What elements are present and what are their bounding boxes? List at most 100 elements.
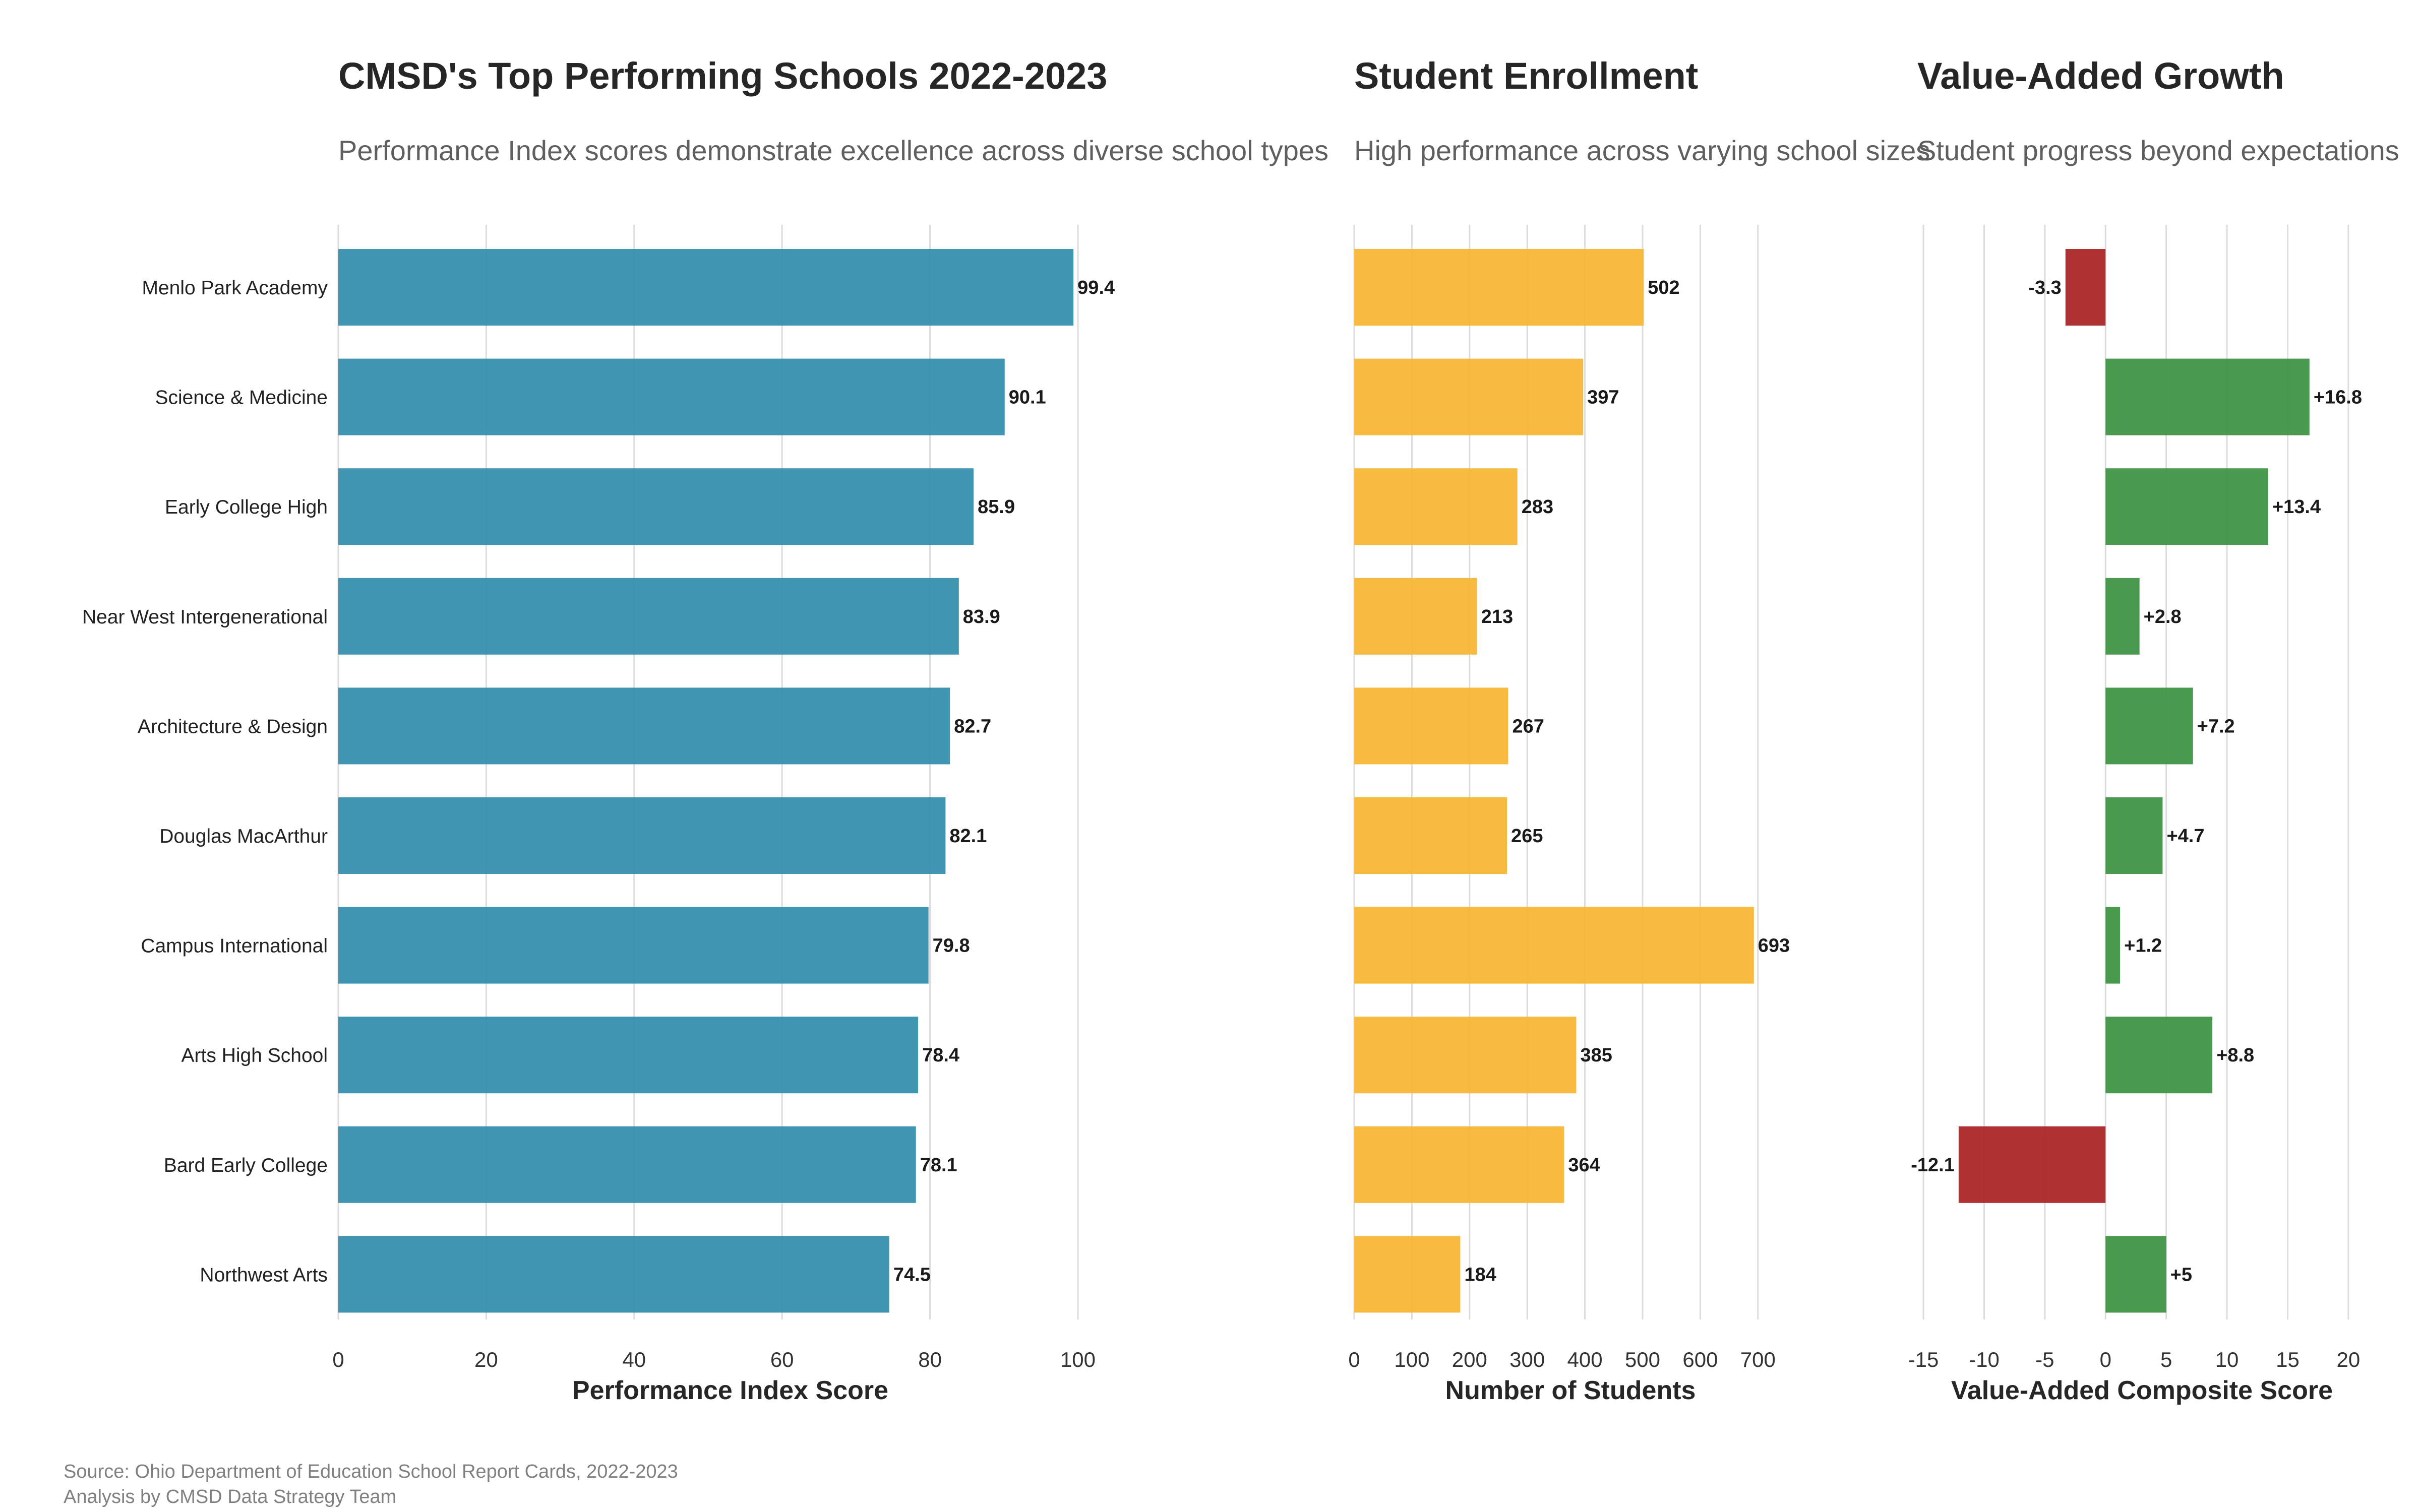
bar <box>1354 797 1507 874</box>
x-tick-label: 5 <box>2160 1348 2172 1371</box>
bar <box>2105 1236 2166 1313</box>
category-label: Early College High <box>165 496 328 518</box>
bar <box>2105 907 2121 984</box>
category-label: Bard Early College <box>164 1155 328 1176</box>
bar <box>2105 358 2310 435</box>
category-label: Northwest Arts <box>200 1264 328 1286</box>
bar <box>1354 578 1477 655</box>
bar <box>1354 468 1518 545</box>
data-label: 82.7 <box>954 716 991 737</box>
data-label: 213 <box>1481 606 1513 627</box>
x-tick-label: 500 <box>1625 1348 1660 1371</box>
x-tick-label: 100 <box>1060 1348 1096 1371</box>
chart-title: CMSD's Top Performing Schools 2022-2023 <box>338 55 1107 97</box>
x-tick-label: -5 <box>2035 1348 2054 1371</box>
bar <box>338 358 1005 435</box>
bar <box>338 797 946 874</box>
x-tick-label: 20 <box>474 1348 498 1371</box>
x-tick-label: 60 <box>770 1348 794 1371</box>
bar <box>338 249 1074 326</box>
data-label: 693 <box>1758 935 1790 957</box>
bar <box>1958 1126 2106 1203</box>
chart-panel-3: Value-Added Growth Student progress beyon… <box>1908 55 2399 1405</box>
bar <box>2105 468 2268 545</box>
bar <box>338 907 929 984</box>
bar <box>1354 907 1754 984</box>
x-tick-label: 300 <box>1509 1348 1545 1371</box>
data-label: 90.1 <box>1009 387 1046 408</box>
data-label: 267 <box>1512 716 1544 737</box>
bar <box>338 468 974 545</box>
x-tick-label: 0 <box>1348 1348 1360 1371</box>
chart-title: Student Enrollment <box>1354 55 1698 97</box>
bar <box>2105 1017 2213 1094</box>
data-label: 265 <box>1511 826 1543 847</box>
category-label: Near West Intergenerational <box>82 606 328 628</box>
data-label: 502 <box>1648 277 1679 298</box>
x-tick-label: 0 <box>332 1348 344 1371</box>
x-tick-label: 600 <box>1682 1348 1718 1371</box>
x-tick-label: -10 <box>1969 1348 2000 1371</box>
data-label: -3.3 <box>2028 277 2061 298</box>
bar <box>1354 1236 1461 1313</box>
x-tick-label: 100 <box>1394 1348 1429 1371</box>
chart-panel-1: CMSD's Top Performing Schools 2022-2023 P… <box>82 55 1328 1405</box>
chart-subtitle: High performance across varying school s… <box>1354 135 1930 166</box>
data-label: 283 <box>1522 496 1553 518</box>
x-axis-label: Performance Index Score <box>572 1376 888 1405</box>
data-label: 79.8 <box>933 935 970 957</box>
source-note: Source: Ohio Department of Education Sch… <box>64 1461 678 1482</box>
data-label: 83.9 <box>963 606 1000 627</box>
chart-subtitle: Student progress beyond expectations <box>1917 135 2399 166</box>
data-label: +8.8 <box>2216 1045 2254 1066</box>
category-label: Arts High School <box>182 1045 328 1066</box>
bar <box>1354 1017 1577 1094</box>
category-label: Science & Medicine <box>155 387 328 409</box>
bar <box>2065 249 2106 326</box>
data-label: +13.4 <box>2272 496 2321 518</box>
data-label: 82.1 <box>949 826 987 847</box>
x-tick-label: 20 <box>2337 1348 2361 1371</box>
x-tick-label: 700 <box>1740 1348 1776 1371</box>
x-tick-label: 400 <box>1567 1348 1603 1371</box>
data-label: +7.2 <box>2197 716 2235 737</box>
data-label: 99.4 <box>1077 277 1115 298</box>
data-label: +16.8 <box>2314 387 2362 408</box>
bar <box>1354 358 1584 435</box>
x-axis-label: Number of Students <box>1445 1376 1696 1405</box>
x-tick-label: 80 <box>918 1348 942 1371</box>
chart-title: Value-Added Growth <box>1917 55 2284 97</box>
chart-subtitle: Performance Index scores demonstrate exc… <box>338 135 1328 166</box>
bar <box>1354 687 1508 765</box>
bar <box>2105 687 2193 765</box>
data-label: 184 <box>1464 1264 1496 1285</box>
x-tick-label: 0 <box>2100 1348 2111 1371</box>
data-label: 78.1 <box>920 1155 957 1176</box>
bar <box>338 1236 889 1313</box>
bar <box>1354 1126 1564 1203</box>
data-label: +1.2 <box>2124 935 2162 957</box>
x-tick-label: 200 <box>1452 1348 1487 1371</box>
x-axis-label: Value-Added Composite Score <box>1951 1376 2333 1405</box>
bar <box>1354 249 1644 326</box>
category-label: Architecture & Design <box>138 716 328 737</box>
data-label: 385 <box>1580 1045 1612 1066</box>
category-label: Douglas MacArthur <box>159 826 328 847</box>
bar <box>338 687 950 765</box>
category-label: Campus International <box>141 935 328 957</box>
data-label: 364 <box>1568 1155 1600 1176</box>
data-label: -12.1 <box>1911 1155 1955 1176</box>
bar <box>2105 578 2140 655</box>
bar <box>338 578 959 655</box>
data-label: +2.8 <box>2144 606 2182 627</box>
data-label: 85.9 <box>978 496 1015 518</box>
data-label: 397 <box>1587 387 1619 408</box>
chart-panel-2: Student Enrollment High performance acros… <box>1348 55 1930 1405</box>
x-tick-label: 40 <box>622 1348 646 1371</box>
analysis-note: Analysis by CMSD Data Strategy Team <box>64 1486 396 1507</box>
bar <box>338 1017 919 1094</box>
data-label: 74.5 <box>893 1264 931 1285</box>
category-label: Menlo Park Academy <box>142 277 328 299</box>
